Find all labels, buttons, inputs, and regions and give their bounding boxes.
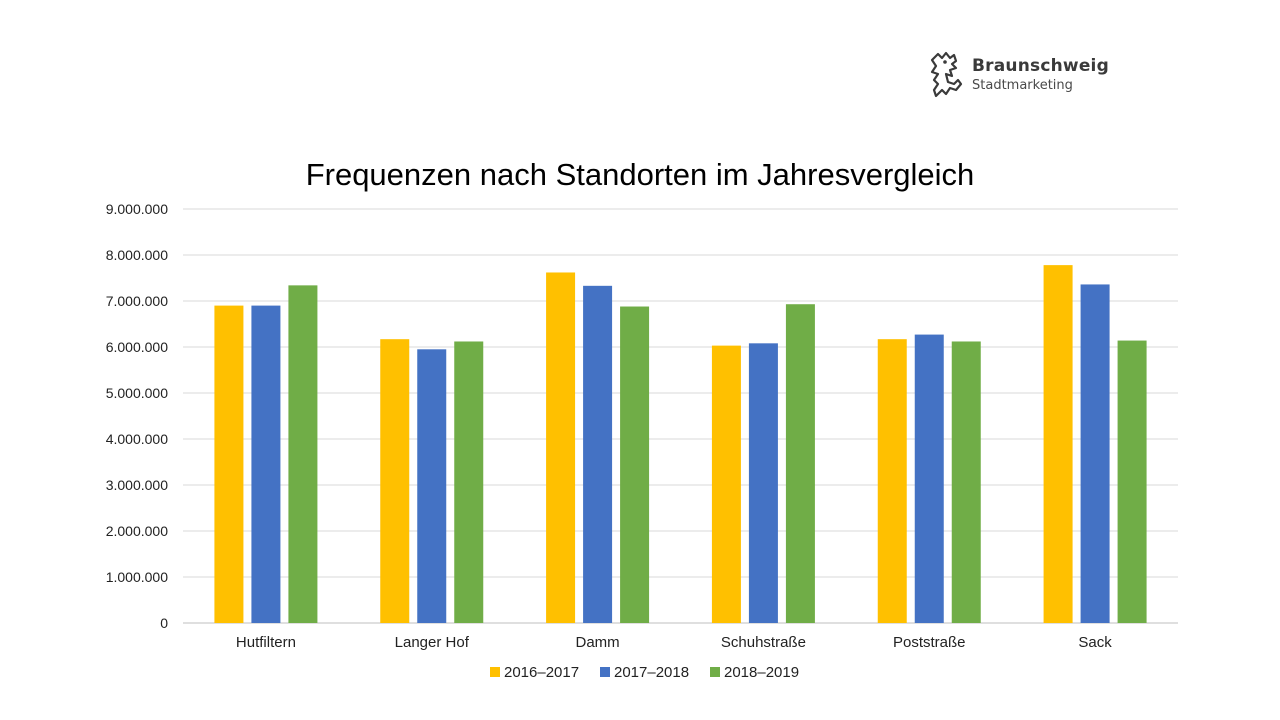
y-tick-label: 6.000.000 bbox=[106, 339, 168, 355]
brand-logo: Braunschweig Stadtmarketing bbox=[926, 50, 1109, 100]
bar-2016-2017 bbox=[380, 339, 410, 623]
bar-2016-2017 bbox=[214, 305, 244, 623]
bar-2018-2019 bbox=[454, 341, 484, 623]
legend-label: 2016–2017 bbox=[504, 664, 579, 681]
chart-title: Frequenzen nach Standorten im Jahresverg… bbox=[306, 157, 975, 192]
legend-swatch bbox=[600, 667, 610, 677]
bar-2018-2019 bbox=[620, 306, 650, 623]
logo-name: Braunschweig bbox=[972, 56, 1109, 76]
y-tick-label: 7.000.000 bbox=[106, 293, 168, 309]
legend-label: 2017–2018 bbox=[614, 664, 689, 681]
y-tick-label: 5.000.000 bbox=[106, 385, 168, 401]
x-category-label: Hutfiltern bbox=[236, 634, 296, 651]
bar-2017-2018 bbox=[748, 343, 778, 623]
legend-item: 2018–2019 bbox=[710, 664, 799, 681]
y-tick-label: 9.000.000 bbox=[106, 201, 168, 217]
x-axis-category-labels: Hutfiltern Langer Hof Damm Schuhstraße Posts… bbox=[236, 634, 1112, 651]
bar-2016-2017 bbox=[1043, 265, 1073, 623]
x-category-label: Damm bbox=[575, 634, 619, 651]
bar-2017-2018 bbox=[1080, 284, 1110, 623]
y-tick-label: 8.000.000 bbox=[106, 247, 168, 263]
x-category-label: Schuhstraße bbox=[721, 634, 806, 651]
bar-2016-2017 bbox=[711, 345, 741, 623]
lion-icon bbox=[930, 51, 963, 98]
bar-2017-2018 bbox=[914, 334, 944, 623]
legend-swatch bbox=[710, 667, 720, 677]
gridlines bbox=[183, 208, 1178, 624]
legend-label: 2018–2019 bbox=[724, 664, 799, 681]
legend-swatch bbox=[490, 667, 500, 677]
y-tick-label: 1.000.000 bbox=[106, 569, 168, 585]
bar-2016-2017 bbox=[877, 339, 907, 623]
bar-2017-2018 bbox=[583, 285, 613, 623]
bar-2016-2017 bbox=[546, 272, 576, 623]
bar-2017-2018 bbox=[251, 305, 281, 623]
logo-subtitle: Stadtmarketing bbox=[972, 78, 1073, 93]
bar-2018-2019 bbox=[951, 341, 981, 623]
bar-2018-2019 bbox=[288, 285, 318, 623]
x-category-label: Langer Hof bbox=[395, 634, 470, 651]
bars bbox=[214, 265, 1147, 623]
y-tick-label: 4.000.000 bbox=[106, 431, 168, 447]
bar-2017-2018 bbox=[417, 349, 447, 623]
y-tick-label: 3.000.000 bbox=[106, 477, 168, 493]
legend: 2016–2017 2017–2018 2018–2019 bbox=[490, 664, 799, 681]
x-category-label: Poststraße bbox=[893, 634, 966, 651]
bar-2018-2019 bbox=[1117, 340, 1147, 623]
y-tick-label: 2.000.000 bbox=[106, 523, 168, 539]
legend-item: 2016–2017 bbox=[490, 664, 579, 681]
bar-2018-2019 bbox=[785, 304, 815, 623]
y-tick-label: 0 bbox=[160, 615, 168, 631]
legend-item: 2017–2018 bbox=[600, 664, 689, 681]
y-axis-tick-labels: 0 1.000.000 2.000.000 3.000.000 4.000.000 5.0… bbox=[106, 201, 169, 631]
x-category-label: Sack bbox=[1078, 634, 1112, 651]
